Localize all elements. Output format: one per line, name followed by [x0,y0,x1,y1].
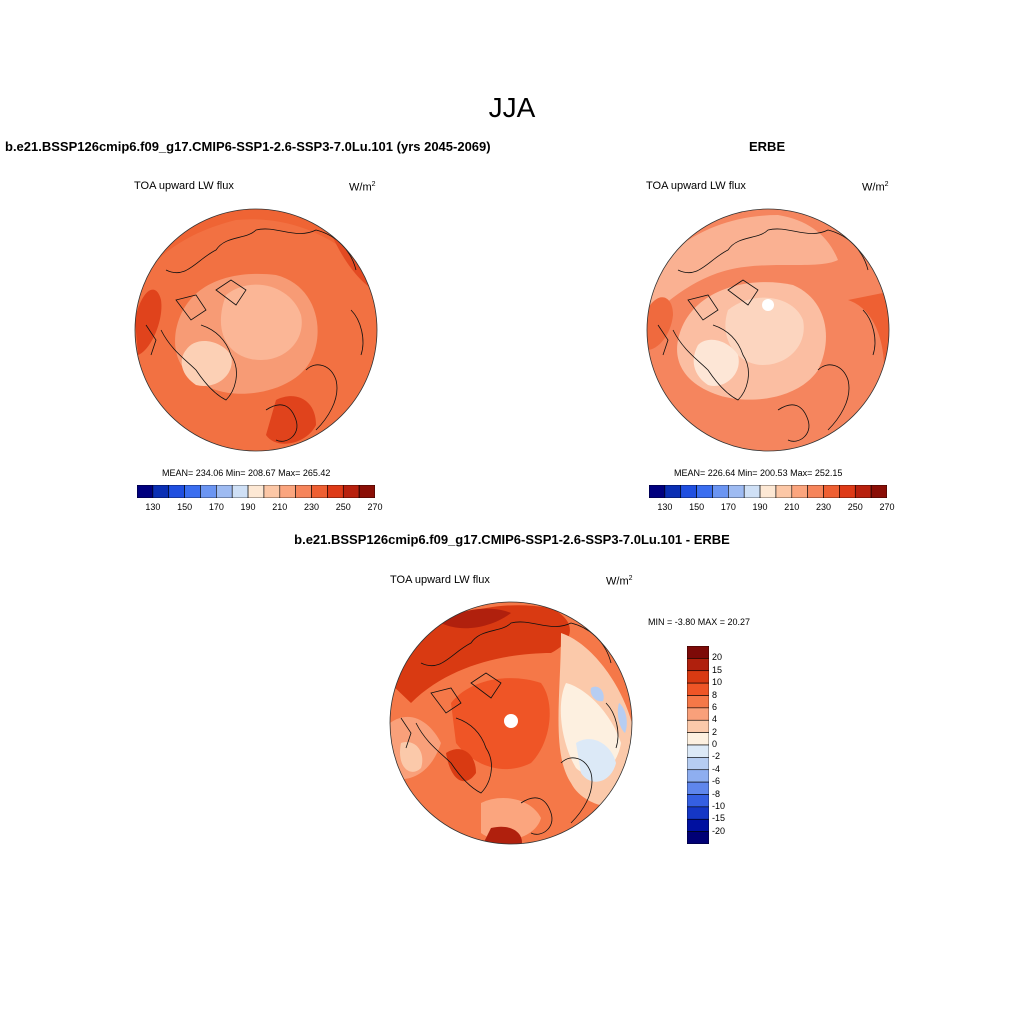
diff-colorbar-label: -20 [712,825,726,836]
obs-colorbar-box [664,485,682,498]
diff-colorbar-label: 20 [712,652,723,663]
model-units-label: W/m2 [349,181,376,194]
model-colorbar [137,485,375,498]
obs-colorbar [649,485,887,498]
model-colorbar-box [327,485,344,498]
model-colorbar-box [247,485,265,498]
obs-colorbar-box [791,485,808,498]
diff-stats: MIN = -3.80 MAX = 20.27 [648,617,751,627]
obs-colorbar-tick-label: 130 [657,502,673,512]
model-colorbar-box [295,485,312,498]
model-colorbar-box [358,485,375,498]
obs-polar-map [646,208,890,452]
season-title: JJA [488,92,536,123]
diff-colorbar-label: 15 [712,664,723,675]
model-colorbar-box [263,485,281,498]
model-colorbar-box [342,485,360,498]
model-colorbar-tick-label: 270 [367,502,383,512]
model-colorbar-box [216,485,233,498]
obs-colorbar-box [854,485,872,498]
diff-colorbar-label: -10 [712,800,726,811]
obs-colorbar-box [839,485,856,498]
obs-colorbar-ticks: 130 150 170 190 210 230 250 270 [649,502,894,514]
diff-colorbar-box [687,670,709,684]
obs-colorbar-tick-label: 150 [689,502,705,512]
diff-colorbar-label: 10 [712,677,723,688]
obs-colorbar-box [759,485,777,498]
obs-colorbar-tick-label: 210 [784,502,800,512]
obs-colorbar-box [649,485,666,498]
obs-colorbar-tick-label: 270 [879,502,895,512]
diff-colorbar-box [687,744,709,758]
model-colorbar-ticks: 130 150 170 190 210 230 250 270 [137,502,382,514]
diff-colorbar-label: 0 [712,739,718,749]
diff-colorbar-label: -4 [712,763,721,774]
model-stats: MEAN= 234.06 Min= 208.67 Max= 265.42 [162,468,331,478]
diff-colorbar-label: 4 [712,714,718,725]
diff-colorbar-label: -2 [712,751,721,762]
obs-colorbar-box [728,485,745,498]
diff-colorbar-label: 2 [712,726,718,737]
diff-colorbar-box [687,794,709,808]
obs-colorbar-tick-label: 250 [847,502,863,512]
diff-colorbar-box [687,806,709,820]
obs-units-label: W/m2 [862,181,889,194]
diff-colorbar-label: 8 [712,689,718,700]
obs-colorbar-tick-label: 170 [720,502,736,512]
diff-colorbar-box [687,732,709,746]
diff-panel-title: b.e21.BSSP126cmip6.f09_g17.CMIP6-SSP1-2.… [294,532,730,547]
obs-variable-label: TOA upward LW flux [646,180,746,192]
model-colorbar-box [184,485,201,498]
obs-colorbar-box [712,485,729,498]
obs-panel-title: ERBE [749,139,786,154]
diff-units-label: W/m2 [606,575,633,588]
model-colorbar-tick-label: 250 [335,502,351,512]
obs-colorbar-box [743,485,761,498]
diff-colorbar-box [687,781,709,795]
model-panel-title: b.e21.BSSP126cmip6.f09_g17.CMIP6-SSP1-2.… [5,139,491,154]
diff-colorbar-box [687,658,709,672]
diff-colorbar-box [687,719,709,733]
model-colorbar-box [279,485,296,498]
obs-stats: MEAN= 226.64 Min= 200.53 Max= 252.15 [674,468,843,478]
model-colorbar-box [168,485,185,498]
model-colorbar-tick-label: 210 [272,502,288,512]
model-colorbar-box [200,485,217,498]
obs-colorbar-tick-label: 230 [816,502,832,512]
diff-colorbar-box [687,707,709,721]
model-colorbar-box [137,485,154,498]
diff-colorbar-labels: 20 15 10 8 6 4 2 0 -2 -4 -6 -8 -10 -15 -20 [712,646,752,844]
model-colorbar-tick-label: 130 [145,502,161,512]
diff-colorbar-label: 6 [712,701,718,712]
model-colorbar-tick-label: 150 [177,502,193,512]
diff-colorbar-box [687,646,709,659]
model-colorbar-tick-label: 170 [208,502,224,512]
diff-colorbar-box [687,769,709,783]
model-colorbar-box [231,485,249,498]
model-colorbar-box [152,485,170,498]
diff-colorbar-label: -8 [712,788,721,799]
diff-colorbar-box [687,695,709,709]
obs-colorbar-box [696,485,713,498]
model-colorbar-tick-label: 230 [304,502,320,512]
diff-colorbar-box [687,757,709,771]
diff-colorbar-label: -15 [712,813,726,824]
model-variable-label: TOA upward LW flux [134,180,234,192]
model-colorbar-box [311,485,328,498]
model-colorbar-tick-label: 190 [240,502,256,512]
model-polar-map [134,208,378,452]
diff-colorbar-label: -6 [712,776,721,787]
obs-colorbar-box [680,485,697,498]
obs-colorbar-tick-label: 190 [752,502,768,512]
obs-colorbar-box [807,485,824,498]
diff-colorbar-box [687,831,709,844]
diff-colorbar-box [687,682,709,696]
diff-colorbar-box [687,818,709,832]
diff-colorbar [687,646,709,844]
obs-colorbar-box [823,485,840,498]
diff-polar-map [389,601,633,845]
obs-colorbar-box [775,485,793,498]
obs-colorbar-box [870,485,887,498]
diff-variable-label: TOA upward LW flux [390,574,490,586]
